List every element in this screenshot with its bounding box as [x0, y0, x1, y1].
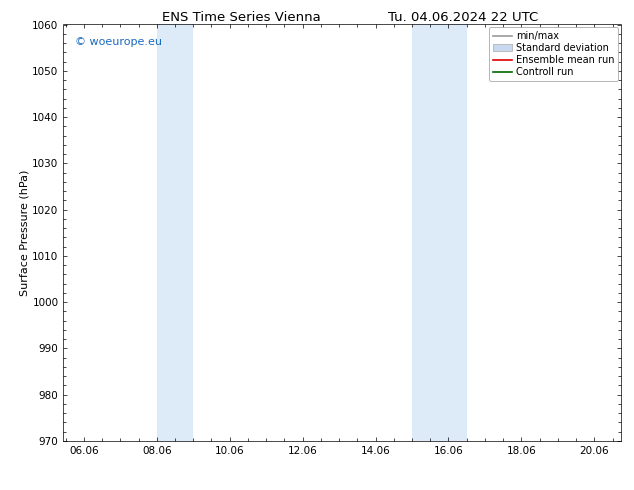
- Text: ENS Time Series Vienna: ENS Time Series Vienna: [162, 11, 320, 24]
- Bar: [412, 24, 467, 441]
- Bar: [157, 24, 193, 441]
- Text: Tu. 04.06.2024 22 UTC: Tu. 04.06.2024 22 UTC: [388, 11, 538, 24]
- Legend: min/max, Standard deviation, Ensemble mean run, Controll run: min/max, Standard deviation, Ensemble me…: [489, 27, 618, 81]
- Y-axis label: Surface Pressure (hPa): Surface Pressure (hPa): [20, 170, 30, 296]
- Text: © woeurope.eu: © woeurope.eu: [75, 37, 162, 47]
